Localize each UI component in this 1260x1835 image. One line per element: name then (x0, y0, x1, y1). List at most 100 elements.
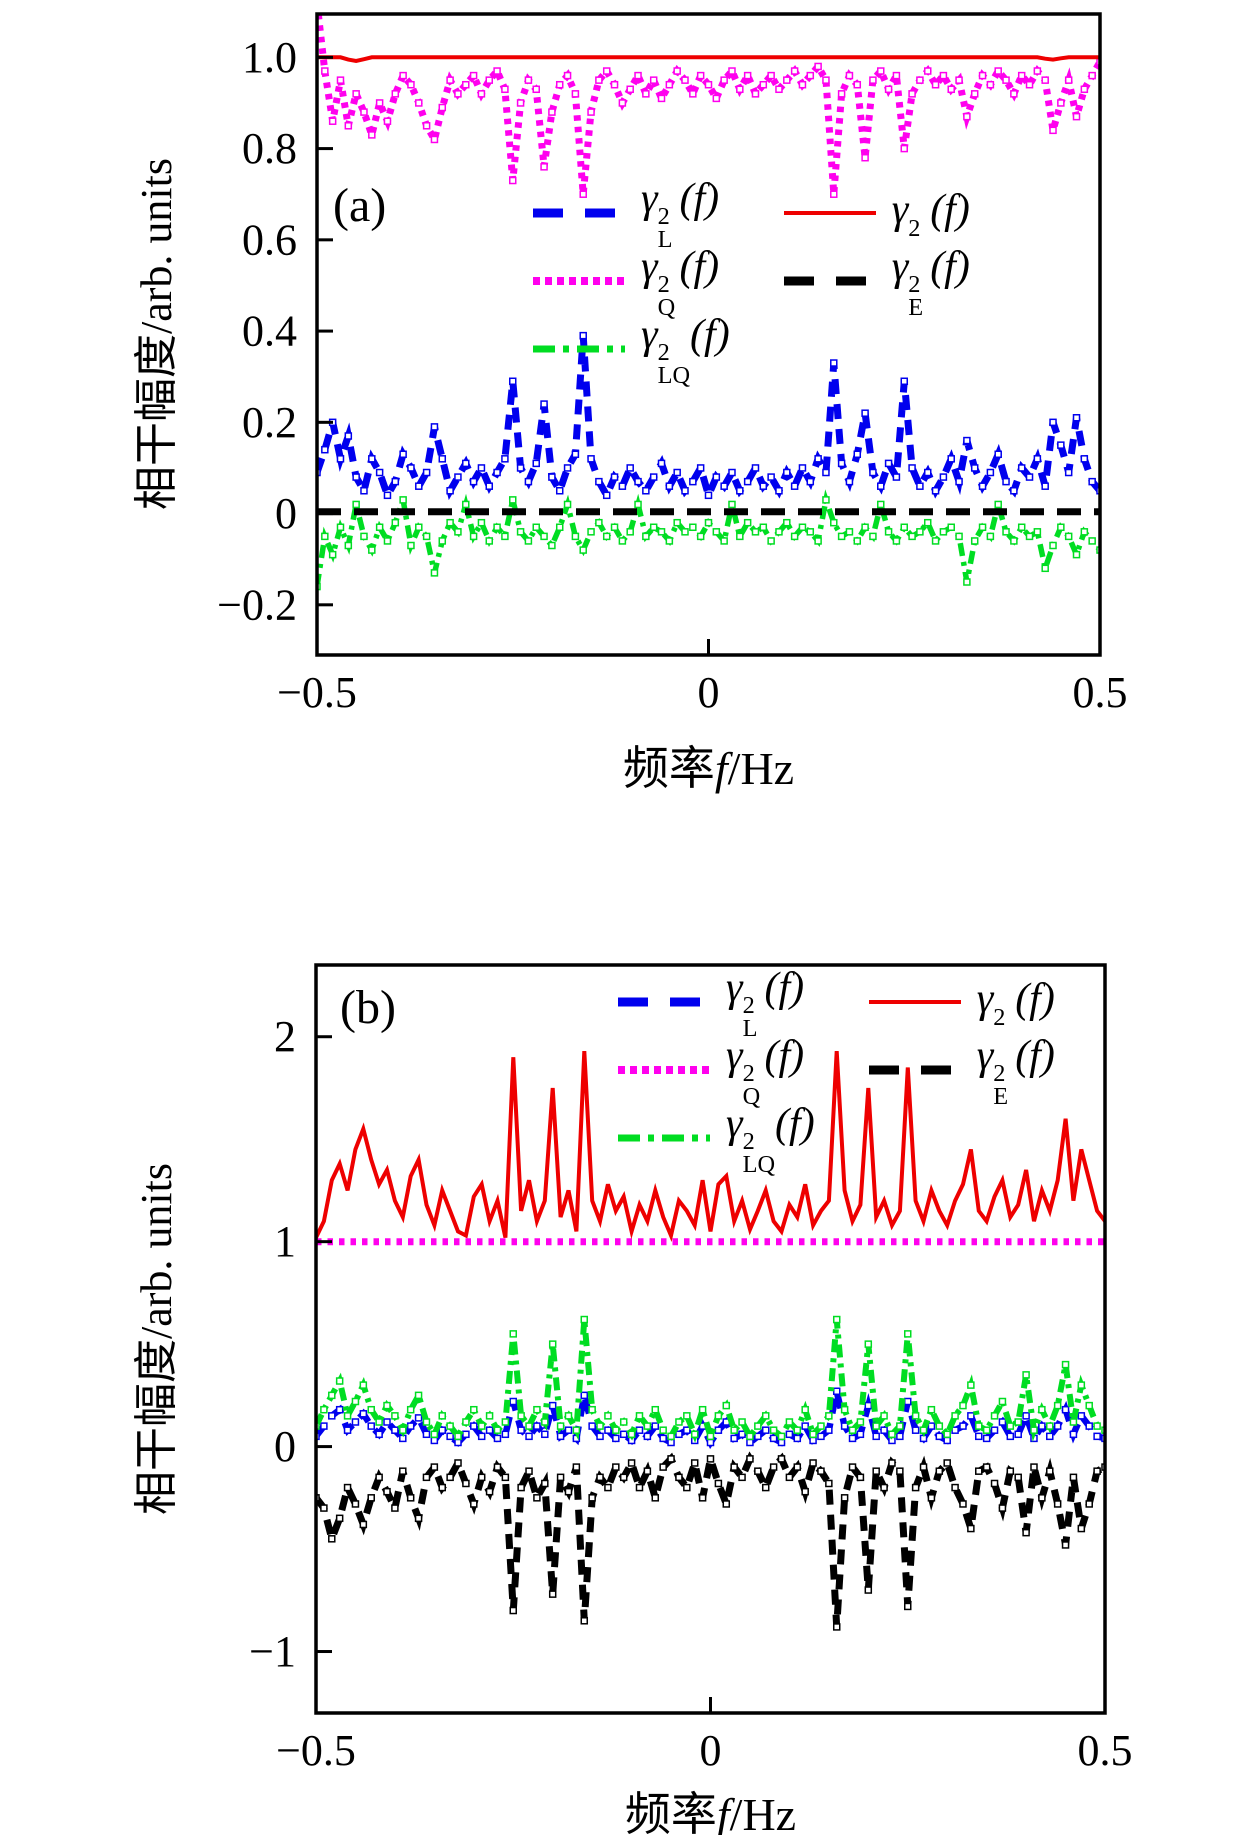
x-axis-label-unit-a: /Hz (727, 743, 795, 794)
series-gamma2_LQ-marker (892, 537, 901, 545)
series-gamma2_L-marker (975, 1432, 983, 1441)
series-gamma2_LQ-marker (683, 1412, 691, 1420)
series-gamma2_E-marker (604, 1483, 612, 1492)
series-gamma2_Q-marker (892, 71, 901, 80)
series-gamma2_L-marker (900, 377, 908, 386)
x-tick-label: −0.5 (276, 1726, 356, 1775)
legend-item-gamma2-E-a: γ 2 E (f) (783, 244, 970, 320)
series-gamma2_L-marker (643, 1432, 652, 1441)
series-gamma2_L-marker (517, 1426, 525, 1434)
series-gamma2_L-marker (368, 455, 376, 463)
y-axis-label-a: 相干幅度/arb. units (120, 158, 184, 510)
series-gamma2_L-marker (730, 1434, 738, 1443)
series-gamma2_Q-marker (454, 90, 462, 98)
series-gamma2_E-marker (927, 1494, 936, 1502)
series-gamma2_E-marker (880, 1483, 888, 1492)
series-gamma2_L-marker (1085, 1422, 1093, 1430)
series-gamma2_L-marker (430, 423, 439, 431)
series-gamma2_E-marker (470, 1500, 478, 1508)
series-gamma2_LQ-marker (335, 1377, 344, 1385)
series-gamma2_Q-marker (837, 90, 846, 98)
series-gamma2_E-marker (548, 1590, 557, 1598)
series-gamma2_LQ-marker (1038, 1405, 1046, 1414)
series-gamma2_L-marker (1041, 482, 1049, 490)
series-gamma2_Q-marker (728, 67, 736, 75)
series-gamma2_LQ-marker (604, 1412, 612, 1420)
series-gamma2_E-marker (754, 1467, 762, 1475)
series-gamma2_L-marker (837, 459, 846, 468)
series-gamma2_Q-marker (830, 190, 838, 198)
series-gamma2_L-marker (391, 1426, 399, 1434)
series-gamma2_Q-marker (994, 67, 1002, 75)
series-gamma2_E-marker (493, 1463, 502, 1471)
series-gamma2_E-marker (801, 1487, 809, 1496)
series-gamma2_LQ-marker (982, 1426, 991, 1434)
series-gamma2_Q-marker (712, 94, 721, 103)
series-gamma2_LQ-marker (563, 500, 572, 509)
series-gamma2_E-marker (533, 1494, 541, 1502)
series-gamma2_LQ-marker (1002, 528, 1010, 536)
series-gamma2_E-marker (896, 1467, 904, 1475)
series-gamma2_L-marker (978, 482, 987, 490)
legend-label-gamma2-b: γ 2 (f) (976, 976, 1055, 1031)
series-gamma2_LQ-marker (509, 496, 517, 504)
series-gamma2_LQ-marker (430, 1430, 439, 1439)
panel-b-label: (b) (340, 981, 396, 1034)
series-gamma2_L-marker (806, 477, 815, 486)
series-gamma2_LQ-marker (698, 1405, 707, 1414)
series-gamma2_LQ-marker (493, 1426, 502, 1434)
series-gamma2_E-marker (730, 1463, 738, 1471)
series-gamma2_LQ-marker (618, 537, 627, 545)
x-axis-label-var-b: f (716, 1789, 730, 1835)
series-gamma2_LQ-marker (706, 1432, 715, 1441)
series-gamma2_L-marker (963, 436, 971, 445)
series-gamma2_LQ-marker (777, 1432, 786, 1441)
series-gamma2_LQ-marker (407, 541, 415, 550)
series-gamma2_E-marker (619, 1473, 628, 1482)
series-gamma2_Q-marker (814, 62, 822, 71)
series-gamma2_LQ-marker (690, 1430, 699, 1439)
series-gamma2_E-marker (832, 1623, 841, 1631)
legend-swatch-solid-red (783, 206, 876, 220)
series-gamma2_L-marker (746, 1438, 754, 1447)
series-gamma2_LQ-marker (1053, 1401, 1062, 1410)
series-gamma2-line (316, 1050, 1105, 1242)
series-gamma2_LQ-marker (790, 532, 799, 541)
series-gamma2_L-marker (955, 477, 963, 486)
series-gamma2_L-marker (830, 359, 838, 367)
y-tick-label: −1 (249, 1627, 296, 1676)
series-gamma2_LQ-marker (704, 518, 713, 527)
series-gamma2_Q-marker (548, 108, 556, 116)
series-gamma2_LQ-marker (675, 1418, 683, 1426)
legend-swatch-solid-red (868, 995, 961, 1009)
series-gamma2_L-marker (406, 1422, 415, 1430)
series-gamma2_L-marker (414, 1414, 423, 1422)
series-gamma2_E-marker (872, 1467, 880, 1475)
series-gamma2_LQ-marker (888, 1430, 896, 1439)
series-gamma2_LQ-marker (415, 523, 423, 532)
series-gamma2_L-marker (904, 1397, 912, 1406)
series-gamma2_LQ-marker (351, 1397, 360, 1406)
series-gamma2_Q-marker (665, 80, 674, 89)
series-gamma2_L-marker (391, 477, 400, 486)
series-gamma2_L-marker (415, 482, 423, 490)
series-gamma2_E-marker (698, 1494, 707, 1502)
series-gamma2_LQ-marker (861, 523, 869, 532)
series-gamma2_LQ-marker (517, 1412, 525, 1420)
series-gamma2_L-marker (832, 1387, 841, 1396)
series-gamma2_L-marker (375, 468, 384, 477)
series-gamma2_L-marker (509, 377, 517, 386)
x-tick-label: 0.5 (1073, 668, 1128, 717)
series-gamma2_LQ-marker (904, 1330, 912, 1338)
series-gamma2_L-marker (438, 455, 447, 463)
series-gamma2_L-marker (1006, 1432, 1015, 1441)
series-gamma2_LQ-marker (533, 1405, 541, 1414)
series-gamma2_Q-marker (587, 108, 595, 116)
series-gamma2_L-marker (587, 455, 595, 463)
series-gamma2_LQ-marker (951, 1412, 959, 1420)
x-axis-label-b: 频率f/Hz (316, 1778, 1105, 1835)
series-gamma2_LQ-marker (602, 532, 611, 541)
series-gamma2_LQ-marker (485, 1412, 494, 1420)
series-gamma2_E-marker (351, 1500, 360, 1508)
series-gamma2_L-marker (470, 1422, 478, 1430)
